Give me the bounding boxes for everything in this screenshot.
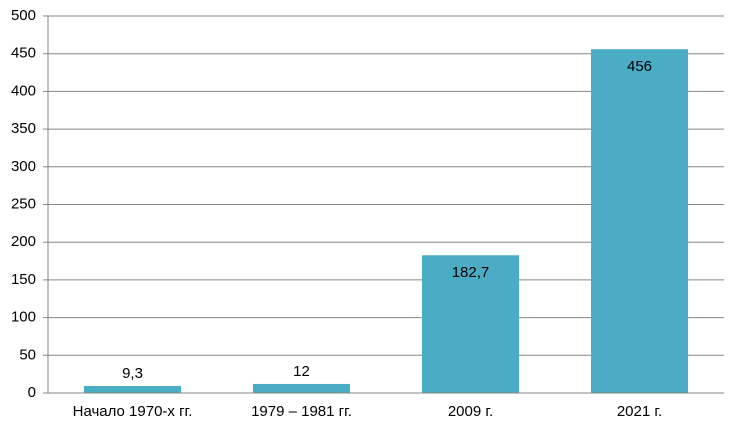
y-tick-label: 450 <box>11 45 36 62</box>
y-tick-label: 500 <box>11 7 36 24</box>
y-tick-label: 150 <box>11 271 36 288</box>
y-tick-label: 250 <box>11 195 36 212</box>
value-label: 9,3 <box>122 365 143 382</box>
y-tick-label: 100 <box>11 309 36 326</box>
bar <box>252 383 351 393</box>
bar <box>590 49 689 394</box>
bar <box>421 255 520 393</box>
x-tick-label: 1979 – 1981 гг. <box>251 403 352 420</box>
y-tick-label: 0 <box>28 384 36 401</box>
x-tick-label: 2009 г. <box>448 403 493 420</box>
y-tick-label: 50 <box>19 346 36 363</box>
x-tick-label: Начало 1970-х гг. <box>73 403 193 420</box>
value-label: 456 <box>627 58 652 75</box>
value-label: 182,7 <box>452 264 490 281</box>
y-tick-label: 200 <box>11 233 36 250</box>
y-tick-label: 350 <box>11 120 36 137</box>
value-label: 12 <box>293 363 310 380</box>
y-tick-label: 400 <box>11 82 36 99</box>
y-tick-label: 300 <box>11 158 36 175</box>
x-tick-label: 2021 г. <box>617 403 662 420</box>
bar <box>83 385 182 393</box>
